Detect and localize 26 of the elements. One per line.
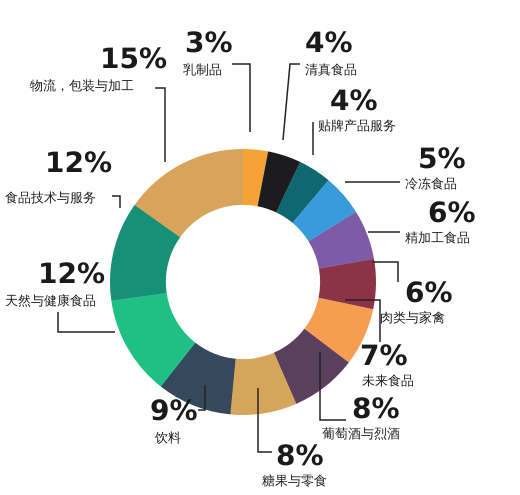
- data-label: 15%: [100, 42, 168, 75]
- data-label: 7%: [360, 339, 408, 372]
- data-label: 6%: [405, 276, 453, 309]
- data-label: 4%: [305, 26, 353, 59]
- slice-label: 未来食品: [362, 374, 414, 389]
- data-label: 9%: [150, 394, 198, 427]
- data-label: 5%: [418, 142, 466, 175]
- data-label: 8%: [352, 392, 400, 425]
- slice-label: 冷冻食品: [405, 177, 457, 192]
- slice-label: 糖果与零食: [262, 474, 327, 489]
- data-label: 12%: [38, 257, 106, 290]
- slice-label: 贴牌产品服务: [318, 119, 396, 134]
- data-label: 12%: [45, 146, 112, 179]
- data-label: 4%: [330, 84, 378, 117]
- data-label: 3%: [185, 26, 233, 59]
- slice-label: 清真食品: [305, 63, 357, 78]
- slice-label: 精加工食品: [405, 231, 470, 246]
- slice-label: 食品技术与服务: [5, 191, 96, 206]
- slice-label: 肉类与家禽: [380, 310, 445, 326]
- slice-label: 饮料: [154, 431, 181, 446]
- slice-label: 物流，包装与加工: [30, 78, 134, 94]
- data-label: 6%: [428, 196, 476, 229]
- data-label: 8%: [276, 439, 324, 472]
- slice-label: 天然与健康食品: [5, 294, 96, 309]
- slice-label: 葡萄酒与烈酒: [322, 427, 400, 442]
- slice-label: 乳制品: [183, 63, 222, 78]
